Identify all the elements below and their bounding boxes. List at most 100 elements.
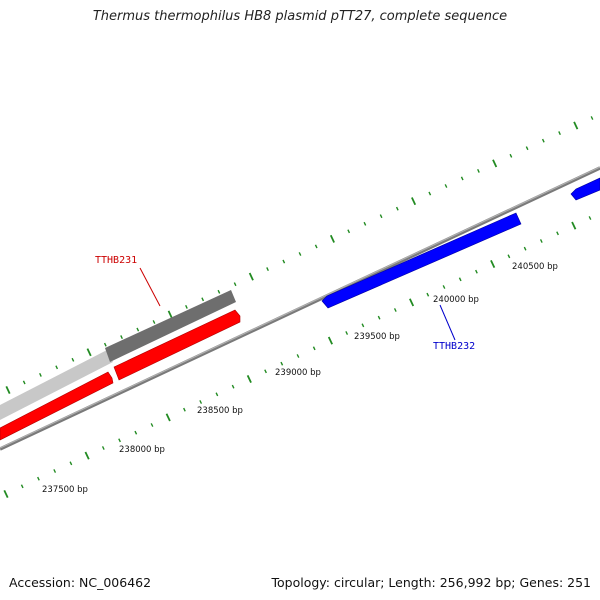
inner-tick: [150, 423, 154, 427]
gene-leader-tthb231: [139, 267, 161, 307]
inner-tick: [458, 277, 462, 282]
inner-tick: [165, 413, 171, 422]
outer-tick: [152, 320, 156, 324]
inner-tick: [69, 461, 73, 466]
inner-tick: [345, 331, 349, 335]
inner-tick: [199, 400, 203, 404]
outer-tick: [5, 385, 11, 395]
outer-tick: [248, 272, 254, 281]
inner-tick: [556, 231, 559, 236]
inner-tick: [215, 392, 219, 397]
inner-tick: [507, 254, 511, 259]
outer-tick: [120, 335, 123, 340]
topology-summary: Topology: circular; Length: 256,992 bp; …: [271, 575, 592, 590]
tick-label-238000: 238000 bp: [119, 445, 165, 455]
inner-tick: [134, 430, 138, 435]
forward-gene-arrow-2: [113, 309, 241, 381]
inner-tick: [20, 484, 24, 489]
outer-tick: [477, 168, 480, 173]
backbone-line-inner: [0, 166, 600, 451]
outer-tick: [395, 206, 399, 211]
inner-tick: [264, 369, 267, 374]
accession-text: Accession: NC_006462: [9, 575, 152, 590]
outer-tick: [282, 259, 286, 264]
inner-tick: [523, 246, 527, 251]
outer-tick-ring: [5, 116, 594, 395]
outer-tick: [573, 121, 579, 130]
inner-tick: [312, 346, 316, 351]
feature-band-dark: [105, 290, 236, 362]
gene-leader-tthb232: [439, 304, 456, 341]
inner-tick: [280, 361, 284, 366]
map-title: Thermus thermophilus HB8 plasmid pTT27, …: [92, 9, 508, 24]
outer-tick: [314, 244, 318, 249]
inner-tick: [409, 298, 415, 307]
outer-tick: [379, 214, 383, 219]
inner-tick: [296, 354, 300, 358]
gene-label-tthb231[interactable]: TTHB231: [95, 255, 137, 266]
inner-tick: [37, 476, 40, 481]
inner-tick: [84, 451, 90, 460]
outer-tick: [363, 221, 367, 226]
outer-tick: [444, 184, 448, 188]
outer-tick: [22, 380, 26, 385]
outer-tick: [590, 116, 594, 120]
inner-tick: [246, 374, 252, 384]
outer-tick: [136, 327, 140, 332]
inner-tick: [377, 315, 381, 320]
outer-tick: [103, 342, 107, 347]
inner-tick: [183, 407, 186, 412]
outer-tick: [541, 138, 545, 143]
outer-tick: [329, 234, 335, 243]
outer-tick: [509, 153, 513, 158]
outer-tick: [167, 310, 173, 319]
tick-label-239000: 239000 bp: [275, 368, 321, 378]
inner-tick: [490, 259, 496, 269]
tick-label-238500: 238500 bp: [197, 406, 243, 416]
inner-tick: [3, 489, 9, 499]
forward-gene-arrow-1: [0, 371, 114, 441]
reverse-gene-arrow-1: [321, 212, 522, 309]
tick-label-240500: 240500 bp: [512, 262, 558, 272]
outer-tick: [266, 267, 269, 272]
feature-band-light: [0, 350, 113, 420]
inner-tick: [53, 469, 57, 473]
outer-tick: [525, 146, 529, 151]
outer-tick: [233, 282, 237, 287]
outer-tick: [428, 191, 432, 196]
gene-label-tthb232[interactable]: TTHB232: [433, 341, 475, 352]
inner-tick: [539, 239, 543, 243]
outer-tick: [86, 348, 92, 357]
inner-tick: [118, 438, 121, 443]
outer-tick: [201, 297, 205, 302]
reverse-gene-arrow-2: [570, 177, 600, 201]
inner-tick: [475, 269, 478, 274]
backbone-line-outer: [0, 166, 600, 449]
inner-tick: [361, 323, 365, 328]
inner-tick: [571, 221, 577, 230]
inner-tick: [101, 446, 105, 450]
outer-tick: [39, 372, 42, 377]
outer-tick: [558, 131, 561, 136]
outer-tick: [55, 365, 59, 370]
inner-tick: [426, 292, 430, 297]
tick-label-237500: 237500 bp: [42, 485, 88, 495]
inner-tick: [231, 384, 235, 389]
outer-tick: [460, 176, 464, 181]
tick-label-240000: 240000 bp: [433, 295, 479, 305]
outer-tick: [411, 197, 417, 206]
inner-tick-ring: [3, 216, 592, 499]
inner-tick: [442, 285, 446, 289]
outer-tick: [185, 304, 188, 309]
outer-tick: [217, 289, 221, 294]
inner-tick: [327, 336, 333, 345]
tick-label-239500: 239500 bp: [354, 332, 400, 342]
inner-tick: [588, 216, 592, 220]
outer-tick: [492, 159, 498, 168]
outer-tick: [298, 252, 302, 256]
outer-tick: [71, 357, 75, 362]
inner-tick: [393, 308, 397, 312]
outer-tick: [347, 229, 351, 234]
